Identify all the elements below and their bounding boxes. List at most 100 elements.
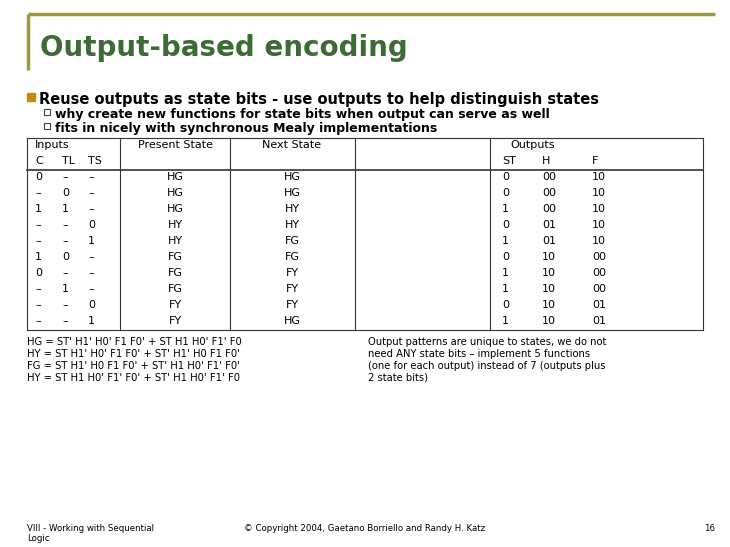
Text: 10: 10 bbox=[542, 300, 556, 310]
Text: 0: 0 bbox=[502, 220, 509, 230]
Text: need ANY state bits – implement 5 functions: need ANY state bits – implement 5 functi… bbox=[368, 349, 590, 359]
Text: FG = ST H1' H0 F1 F0' + ST' H1 H0' F1' F0': FG = ST H1' H0 F1 F0' + ST' H1 H0' F1' F… bbox=[27, 361, 240, 371]
Text: 00: 00 bbox=[542, 172, 556, 182]
Text: HG: HG bbox=[166, 204, 183, 214]
Text: FG: FG bbox=[285, 252, 299, 262]
Text: 00: 00 bbox=[592, 252, 606, 262]
Text: HG: HG bbox=[283, 188, 301, 198]
Text: HG: HG bbox=[283, 316, 301, 326]
Text: 1: 1 bbox=[502, 204, 509, 214]
Text: –: – bbox=[62, 316, 68, 326]
Text: 10: 10 bbox=[592, 204, 606, 214]
Text: 01: 01 bbox=[542, 220, 556, 230]
Text: HY: HY bbox=[167, 236, 182, 246]
Text: HY: HY bbox=[167, 220, 182, 230]
Text: –: – bbox=[88, 252, 93, 262]
Text: FG: FG bbox=[285, 236, 299, 246]
Text: 1: 1 bbox=[88, 236, 95, 246]
Text: HY = ST H1 H0' F1' F0' + ST' H1 H0' F1' F0: HY = ST H1 H0' F1' F0' + ST' H1 H0' F1' … bbox=[27, 373, 240, 383]
Text: FY: FY bbox=[285, 284, 299, 294]
Text: 01: 01 bbox=[592, 316, 606, 326]
Text: 0: 0 bbox=[62, 252, 69, 262]
Text: 10: 10 bbox=[542, 252, 556, 262]
Text: 00: 00 bbox=[542, 204, 556, 214]
Text: 1: 1 bbox=[35, 252, 42, 262]
Text: HG: HG bbox=[283, 172, 301, 182]
Text: 0: 0 bbox=[502, 172, 509, 182]
Text: 10: 10 bbox=[592, 188, 606, 198]
Text: TL: TL bbox=[62, 156, 75, 166]
Text: 1: 1 bbox=[35, 204, 42, 214]
Text: –: – bbox=[35, 316, 41, 326]
Text: 1: 1 bbox=[88, 316, 95, 326]
Text: 01: 01 bbox=[542, 236, 556, 246]
Text: 10: 10 bbox=[592, 172, 606, 182]
Text: –: – bbox=[88, 284, 93, 294]
Text: –: – bbox=[62, 220, 68, 230]
Text: (one for each output) instead of 7 (outputs plus: (one for each output) instead of 7 (outp… bbox=[368, 361, 605, 371]
Text: 0: 0 bbox=[35, 268, 42, 278]
Text: 10: 10 bbox=[542, 268, 556, 278]
Text: 16: 16 bbox=[704, 524, 715, 533]
Text: VIII - Working with Sequential
Logic: VIII - Working with Sequential Logic bbox=[27, 524, 154, 543]
Text: HY = ST H1' H0' F1 F0' + ST' H1' H0 F1 F0': HY = ST H1' H0' F1 F0' + ST' H1' H0 F1 F… bbox=[27, 349, 240, 359]
Text: 1: 1 bbox=[502, 316, 509, 326]
Text: 0: 0 bbox=[502, 252, 509, 262]
Text: –: – bbox=[35, 300, 41, 310]
Text: HY: HY bbox=[285, 220, 299, 230]
Text: HG: HG bbox=[166, 172, 183, 182]
Text: 1: 1 bbox=[502, 268, 509, 278]
Text: –: – bbox=[62, 300, 68, 310]
Text: –: – bbox=[35, 284, 41, 294]
Text: FG: FG bbox=[167, 252, 182, 262]
Text: HG = ST' H1' H0' F1 F0' + ST H1 H0' F1' F0: HG = ST' H1' H0' F1 F0' + ST H1 H0' F1' … bbox=[27, 337, 242, 347]
Text: 1: 1 bbox=[62, 284, 69, 294]
Text: C: C bbox=[35, 156, 43, 166]
Text: © Copyright 2004, Gaetano Borriello and Randy H. Katz: © Copyright 2004, Gaetano Borriello and … bbox=[245, 524, 485, 533]
Text: 0: 0 bbox=[35, 172, 42, 182]
Text: –: – bbox=[62, 172, 68, 182]
Text: HG: HG bbox=[166, 188, 183, 198]
Text: FG: FG bbox=[167, 284, 182, 294]
Text: FY: FY bbox=[169, 300, 182, 310]
Text: 10: 10 bbox=[592, 236, 606, 246]
Text: 0: 0 bbox=[62, 188, 69, 198]
Text: Output-based encoding: Output-based encoding bbox=[40, 34, 408, 62]
Text: 1: 1 bbox=[62, 204, 69, 214]
Text: 0: 0 bbox=[502, 300, 509, 310]
Text: –: – bbox=[88, 204, 93, 214]
Text: 10: 10 bbox=[542, 316, 556, 326]
Text: Present State: Present State bbox=[137, 140, 212, 150]
Bar bbox=[27, 93, 35, 101]
Text: H: H bbox=[542, 156, 550, 166]
Text: –: – bbox=[35, 236, 41, 246]
Text: –: – bbox=[88, 172, 93, 182]
Text: Inputs: Inputs bbox=[35, 140, 69, 150]
Text: Outputs: Outputs bbox=[510, 140, 555, 150]
Text: Output patterns are unique to states, we do not: Output patterns are unique to states, we… bbox=[368, 337, 607, 347]
Text: 0: 0 bbox=[88, 220, 95, 230]
Text: FG: FG bbox=[167, 268, 182, 278]
Text: 00: 00 bbox=[592, 284, 606, 294]
Text: 0: 0 bbox=[88, 300, 95, 310]
Text: 00: 00 bbox=[592, 268, 606, 278]
Text: FY: FY bbox=[285, 268, 299, 278]
Text: FY: FY bbox=[285, 300, 299, 310]
Text: TS: TS bbox=[88, 156, 102, 166]
Text: 01: 01 bbox=[592, 300, 606, 310]
Text: –: – bbox=[35, 188, 41, 198]
Bar bbox=[44, 123, 50, 129]
Text: –: – bbox=[88, 188, 93, 198]
Text: why create new functions for state bits when output can serve as well: why create new functions for state bits … bbox=[55, 108, 550, 121]
Text: FY: FY bbox=[169, 316, 182, 326]
Text: –: – bbox=[62, 236, 68, 246]
Text: –: – bbox=[35, 220, 41, 230]
Text: –: – bbox=[88, 268, 93, 278]
Text: HY: HY bbox=[285, 204, 299, 214]
Text: 10: 10 bbox=[592, 220, 606, 230]
Text: –: – bbox=[62, 268, 68, 278]
Text: ST: ST bbox=[502, 156, 516, 166]
Text: 10: 10 bbox=[542, 284, 556, 294]
Text: 2 state bits): 2 state bits) bbox=[368, 373, 428, 383]
Text: Reuse outputs as state bits - use outputs to help distinguish states: Reuse outputs as state bits - use output… bbox=[39, 92, 599, 107]
